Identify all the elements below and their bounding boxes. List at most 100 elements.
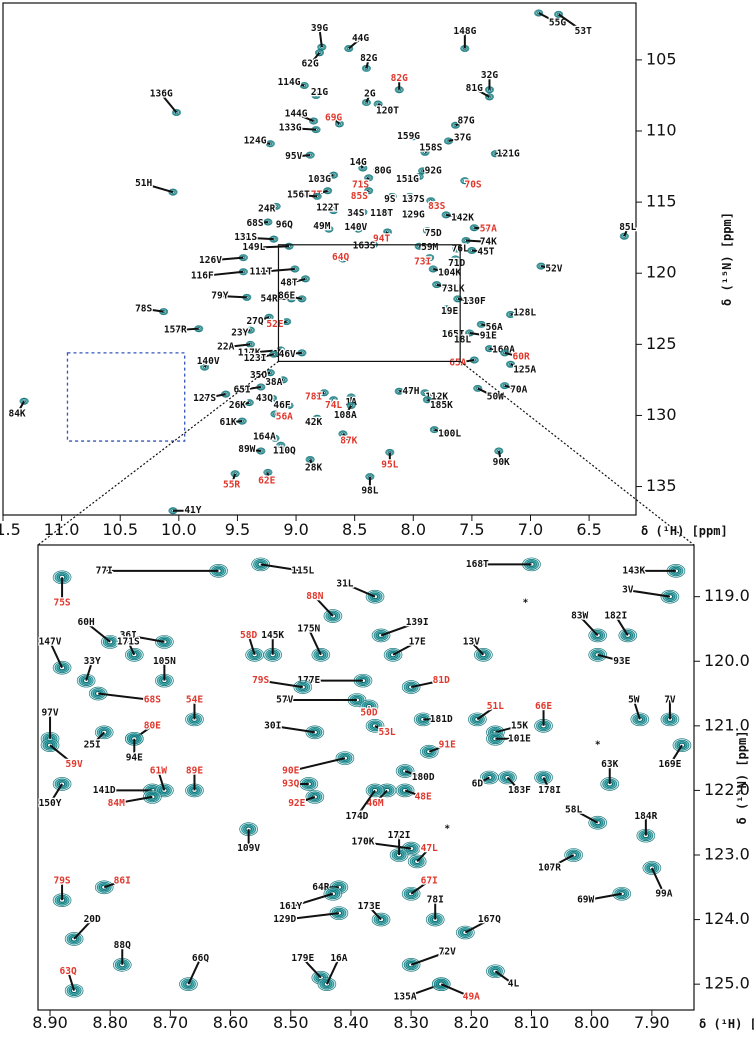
peak: 115L [251,557,316,578]
peak-leader [49,744,75,766]
x-tick-label: 8.90 [32,1013,68,1032]
peak-label: 143K [622,565,645,576]
peak-label: 27Q [246,316,263,327]
peak: * [443,822,452,836]
peak: 85S [350,187,374,203]
peak-label: 96Q [276,219,293,230]
peak-label: 58D [240,630,257,641]
peak: 55R [222,470,242,492]
peak-leader [254,316,270,323]
peak-label: 128L [513,308,536,319]
peak-leader [426,229,434,235]
peak-label: 107R [538,862,561,873]
peak-leader [85,621,111,643]
peak-leader [374,789,388,805]
peak: 170K [350,835,421,856]
peak-leader [497,450,503,463]
peak-label: 158S [419,143,442,154]
peak-leader [392,640,418,656]
peak-label: 49M [313,221,330,232]
peak-leader [426,398,442,407]
peak: 123I [242,350,279,365]
peak-label: 150Y [39,798,62,809]
peak-label: 47H [402,386,419,397]
peak-label: 9S [384,194,396,205]
peak: 81G [464,82,494,101]
peak-label: 67I [421,875,438,886]
peak-leader [246,448,261,452]
peak: 83S [426,197,447,213]
peak: 109V [236,822,262,855]
peak-leader [344,404,353,416]
peak-leader [510,363,526,371]
x-tick-label: 8.5 [342,520,367,539]
peak-label: 129D [273,914,296,925]
peak-label: 109V [237,843,260,854]
peak-label: 18L [454,335,471,346]
peak-label: 151G [396,174,419,185]
peak-leader [284,222,290,226]
peak: 108A [333,401,358,422]
peak-leader [274,413,285,418]
peak-leader [540,265,555,270]
peak: 60R [500,349,531,364]
peak-leader [407,175,420,181]
peak-leader [410,679,442,689]
peak-leader [356,789,376,817]
peak-label: 72V [439,946,456,957]
peak-label: 15K [511,720,528,731]
peak-label: 19E [441,306,458,317]
x-tick-label: 8.0 [401,520,426,539]
peak-label: 86I [114,875,131,886]
peak-leader [424,391,438,398]
peak: 94T [372,228,392,246]
peak-label: 157R [164,325,187,336]
peak-leader [160,93,178,114]
peak-label: 70S [464,180,481,191]
y-tick-label: 135 [646,476,677,495]
peak-leader [315,91,321,97]
peak: 178I [534,770,562,797]
peak-label: 79S [53,875,70,886]
peak-label: 169E [658,759,681,770]
peak: 61K [218,416,247,429]
peak-leader [428,744,448,753]
peak-leader [258,371,271,377]
peak-label: 116F [191,271,214,282]
peak-label: 85S [351,191,368,202]
peak-label: 87G [457,116,474,127]
peak: 79S [251,674,313,694]
peak-leader [116,795,153,805]
peak: 36I [118,629,174,649]
peak: 158S [418,141,444,156]
peak-label: * [523,598,529,609]
peak-label: 35Q [250,370,267,381]
peak: 48E [395,783,433,804]
x-tick-label: 8.00 [574,1013,610,1032]
peak-label: 53T [575,26,592,37]
peak: 80G [373,164,393,178]
peak-label: 142K [451,212,474,223]
peak-label: 50W [487,391,504,402]
peak-label: 55R [223,480,240,491]
peak: 66Q [179,952,211,991]
peak-leader [494,970,515,985]
peak: 52E [265,318,292,331]
peak-leader [225,343,251,349]
peak-leader [409,195,414,201]
peak-label: 161Y [279,901,302,912]
peak: 94E [124,731,144,765]
x-tick-label: 8.50 [273,1013,309,1032]
peak-label: 170K [352,837,375,848]
peak-leader [254,139,271,145]
peak-leader [504,384,520,391]
peak-label: 6D [472,778,484,789]
peak-leader [290,892,334,908]
peak-label: 94E [126,753,143,764]
peak: 13V [461,635,493,662]
peak-leader [359,177,370,186]
peak: 35Q [249,369,275,382]
y-tick-label: 125.0 [704,974,750,993]
peak-label: 179E [291,953,314,964]
peak-leader [247,635,256,656]
